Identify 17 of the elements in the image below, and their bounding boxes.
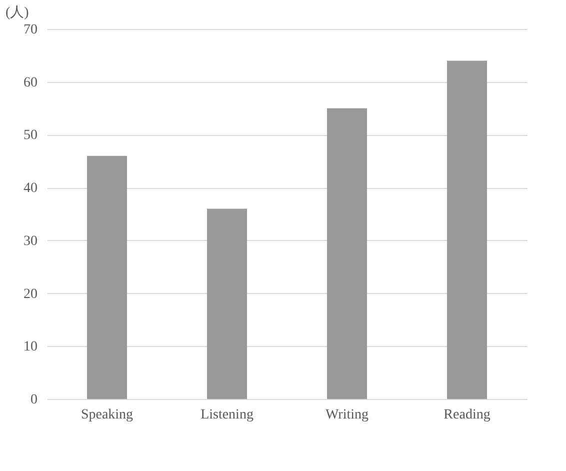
- bar: [207, 208, 247, 399]
- x-tick-label: Speaking: [80, 408, 134, 422]
- y-tick-label: 10: [24, 340, 38, 355]
- y-axis-title: (人): [6, 4, 30, 20]
- y-tick-label: 60: [24, 75, 38, 90]
- y-tick-label: 50: [24, 128, 38, 144]
- x-tick-label: Reading: [444, 408, 490, 422]
- bar: [327, 108, 367, 399]
- x-tick-label: Writing: [326, 408, 368, 422]
- y-tick-label: 20: [24, 286, 38, 302]
- bar: [87, 156, 127, 399]
- y-tick-label: 70: [24, 22, 38, 38]
- bar: [447, 60, 487, 399]
- y-tick-label: 0: [30, 392, 38, 408]
- y-tick-label: 40: [24, 181, 38, 196]
- y-tick-label: 30: [24, 234, 38, 249]
- x-tick-label: Listening: [200, 408, 254, 422]
